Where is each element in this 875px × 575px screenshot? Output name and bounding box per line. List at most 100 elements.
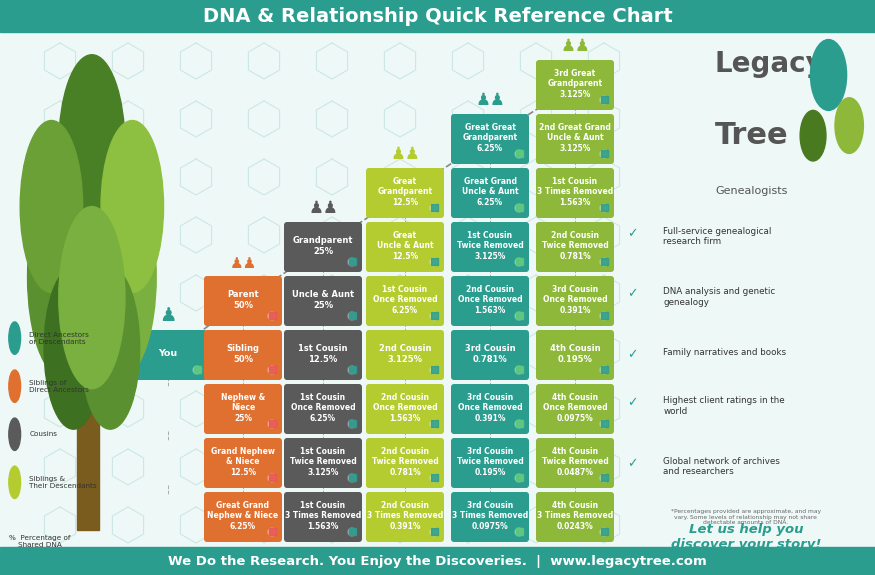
FancyBboxPatch shape — [284, 492, 362, 542]
Text: ✓: ✓ — [627, 288, 638, 301]
Text: Uncle & Aunt
25%: Uncle & Aunt 25% — [292, 290, 354, 309]
Circle shape — [800, 110, 826, 161]
Text: Family narratives and books: Family narratives and books — [663, 348, 787, 357]
Circle shape — [28, 176, 102, 378]
FancyBboxPatch shape — [366, 384, 444, 434]
Bar — [431, 528, 438, 535]
FancyBboxPatch shape — [366, 168, 444, 218]
FancyBboxPatch shape — [284, 276, 362, 326]
Circle shape — [101, 121, 164, 293]
Bar — [431, 258, 438, 265]
Circle shape — [430, 474, 438, 482]
FancyBboxPatch shape — [284, 222, 362, 272]
Text: 3rd Cousin
Once Removed
0.391%: 3rd Cousin Once Removed 0.391% — [458, 393, 522, 423]
Bar — [431, 366, 438, 373]
Text: 2nd Great Grand
Uncle & Aunt
3.125%: 2nd Great Grand Uncle & Aunt 3.125% — [539, 124, 611, 152]
Text: ♟♟: ♟♟ — [308, 199, 338, 217]
Circle shape — [600, 312, 608, 320]
Bar — [601, 474, 608, 481]
Circle shape — [600, 420, 608, 428]
Bar — [601, 150, 608, 157]
FancyBboxPatch shape — [451, 168, 529, 218]
Text: 3rd Cousin
Once Removed
0.391%: 3rd Cousin Once Removed 0.391% — [542, 285, 607, 315]
Circle shape — [268, 366, 276, 374]
Bar — [516, 312, 523, 319]
Bar — [601, 312, 608, 319]
Text: Siblings of
Direct Ancestors: Siblings of Direct Ancestors — [30, 380, 89, 393]
Text: 4th Cousin
Twice Removed
0.0487%: 4th Cousin Twice Removed 0.0487% — [542, 447, 608, 477]
Text: 1st Cousin
3 Times Removed
1.563%: 1st Cousin 3 Times Removed 1.563% — [537, 178, 613, 206]
Bar — [269, 420, 276, 427]
Circle shape — [193, 366, 201, 374]
FancyBboxPatch shape — [536, 276, 614, 326]
FancyBboxPatch shape — [451, 330, 529, 380]
Text: Great Great
Grandparent
6.25%: Great Great Grandparent 6.25% — [463, 124, 518, 152]
Bar — [349, 528, 356, 535]
Text: ✓: ✓ — [627, 457, 638, 470]
Bar — [269, 528, 276, 535]
Text: We Do the Research. You Enjoy the Discoveries.  |  www.legacytree.com: We Do the Research. You Enjoy the Discov… — [168, 554, 707, 568]
Circle shape — [44, 267, 103, 429]
Bar — [431, 474, 438, 481]
Circle shape — [600, 366, 608, 374]
Bar — [516, 150, 523, 157]
Text: Nephew &
Niece
25%: Nephew & Niece 25% — [220, 393, 265, 423]
Circle shape — [80, 267, 140, 429]
FancyBboxPatch shape — [451, 438, 529, 488]
Circle shape — [348, 258, 356, 266]
Text: 2nd Cousin
Twice Removed
0.781%: 2nd Cousin Twice Removed 0.781% — [372, 447, 438, 477]
Text: 1st Cousin
Once Removed
6.25%: 1st Cousin Once Removed 6.25% — [373, 285, 438, 315]
Circle shape — [515, 312, 523, 320]
Circle shape — [430, 366, 438, 374]
Circle shape — [9, 418, 21, 450]
Circle shape — [59, 206, 125, 389]
Text: 1st Cousin
12.5%: 1st Cousin 12.5% — [298, 344, 347, 363]
Circle shape — [59, 55, 125, 237]
FancyBboxPatch shape — [536, 60, 614, 110]
Circle shape — [348, 474, 356, 482]
Bar — [601, 204, 608, 211]
Bar — [0, 32, 875, 547]
Bar — [431, 204, 438, 211]
Circle shape — [515, 150, 523, 158]
Circle shape — [9, 370, 21, 402]
FancyBboxPatch shape — [536, 384, 614, 434]
Text: 1st Cousin
3 Times Removed
1.563%: 1st Cousin 3 Times Removed 1.563% — [285, 501, 361, 531]
Bar — [516, 366, 523, 373]
Circle shape — [430, 204, 438, 212]
FancyBboxPatch shape — [366, 222, 444, 272]
Circle shape — [835, 98, 864, 154]
FancyBboxPatch shape — [536, 222, 614, 272]
Bar — [601, 258, 608, 265]
Circle shape — [515, 204, 523, 212]
Circle shape — [430, 528, 438, 536]
Bar — [601, 96, 608, 103]
Circle shape — [82, 176, 157, 378]
Bar — [0, 0, 875, 32]
Text: Grand Nephew
& Niece
12.5%: Grand Nephew & Niece 12.5% — [211, 447, 275, 477]
Text: 3rd Great
Grandparent
3.125%: 3rd Great Grandparent 3.125% — [548, 70, 603, 98]
Circle shape — [515, 528, 523, 536]
Text: Great
Uncle & Aunt
12.5%: Great Uncle & Aunt 12.5% — [377, 232, 433, 260]
Circle shape — [9, 322, 21, 354]
FancyBboxPatch shape — [366, 330, 444, 380]
Text: ♟♟: ♟♟ — [229, 256, 256, 271]
Bar — [269, 312, 276, 319]
Text: 3rd Cousin
3 Times Removed
0.0975%: 3rd Cousin 3 Times Removed 0.0975% — [452, 501, 528, 531]
Bar — [431, 420, 438, 427]
Circle shape — [515, 258, 523, 266]
Circle shape — [268, 474, 276, 482]
Circle shape — [268, 312, 276, 320]
Bar — [516, 420, 523, 427]
Bar — [516, 528, 523, 535]
Text: Parent
50%: Parent 50% — [228, 290, 259, 309]
FancyBboxPatch shape — [451, 492, 529, 542]
Text: 1st Cousin
Twice Removed
3.125%: 1st Cousin Twice Removed 3.125% — [290, 447, 356, 477]
Bar — [269, 366, 276, 373]
Text: ✓: ✓ — [627, 396, 638, 409]
Bar — [601, 366, 608, 373]
Bar — [349, 258, 356, 265]
FancyBboxPatch shape — [366, 276, 444, 326]
Bar — [349, 474, 356, 481]
Text: Let us help you
discover your story!: Let us help you discover your story! — [671, 523, 821, 551]
